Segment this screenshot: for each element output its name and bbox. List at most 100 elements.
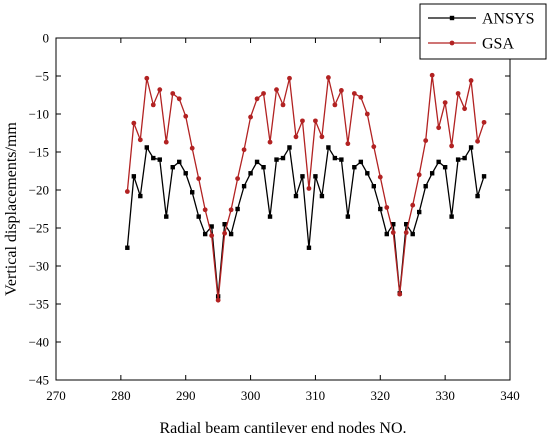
data-point-ansys — [358, 159, 364, 165]
data-point-gsa — [358, 94, 364, 100]
data-point-ansys — [202, 231, 208, 237]
series-line-gsa — [126, 75, 485, 301]
data-point-ansys — [138, 193, 143, 199]
data-point-gsa — [416, 172, 422, 178]
data-point-gsa — [280, 102, 286, 108]
data-point-ansys — [228, 231, 234, 237]
data-point-gsa — [326, 75, 331, 80]
data-point-gsa — [274, 87, 279, 93]
data-point-ansys — [196, 214, 201, 219]
data-point-ansys — [151, 155, 156, 161]
data-point-ansys — [378, 206, 383, 212]
data-point-ansys — [261, 165, 266, 170]
x-tick-label: 320 — [371, 388, 391, 403]
legend-marker-gsa — [449, 40, 455, 46]
data-point-gsa — [183, 113, 189, 119]
data-point-gsa — [377, 174, 383, 180]
data-point-ansys — [326, 145, 331, 150]
data-point-ansys — [339, 157, 344, 162]
data-point-ansys — [209, 224, 214, 229]
series-line-ansys — [126, 145, 485, 297]
y-tick-label: −25 — [29, 221, 49, 236]
series-layer — [124, 72, 487, 303]
data-point-gsa — [332, 102, 338, 108]
data-point-ansys — [190, 190, 195, 195]
y-tick-label: −45 — [29, 373, 49, 388]
data-point-gsa — [202, 207, 208, 213]
series-ansys — [125, 145, 487, 299]
data-point-ansys — [248, 171, 253, 176]
data-point-ansys — [241, 184, 247, 189]
data-point-ansys — [125, 245, 130, 250]
data-point-ansys — [319, 193, 325, 199]
data-point-ansys — [235, 206, 240, 212]
x-tick-label: 270 — [46, 388, 66, 403]
data-point-gsa — [144, 75, 150, 81]
legend-label-gsa: GSA — [482, 36, 514, 53]
data-point-ansys — [287, 145, 292, 150]
data-point-ansys — [254, 159, 260, 165]
y-tick-label: −40 — [29, 335, 49, 350]
data-point-gsa — [267, 139, 273, 145]
data-point-ansys — [157, 157, 162, 162]
data-point-gsa — [254, 96, 260, 102]
data-point-ansys — [481, 174, 487, 179]
y-axis-title: Vertical displacements/mm — [3, 122, 20, 296]
data-point-gsa — [442, 100, 448, 105]
data-point-gsa — [131, 120, 137, 126]
data-point-gsa — [319, 134, 325, 140]
data-point-gsa — [455, 91, 461, 96]
y-tick-label: −15 — [29, 145, 49, 160]
data-point-ansys — [293, 193, 299, 199]
data-point-gsa — [170, 91, 176, 96]
data-point-gsa — [209, 233, 215, 239]
data-point-ansys — [280, 155, 286, 161]
data-point-gsa — [235, 176, 241, 182]
data-point-gsa — [345, 141, 351, 147]
data-point-gsa — [436, 125, 442, 131]
data-point-gsa — [228, 207, 234, 213]
data-point-ansys — [410, 231, 415, 237]
data-point-gsa — [397, 291, 403, 297]
x-tick-label: 340 — [500, 388, 520, 403]
data-point-gsa — [462, 106, 467, 112]
data-point-ansys — [267, 214, 273, 219]
data-point-gsa — [449, 143, 455, 149]
data-point-gsa — [150, 102, 156, 108]
x-axis-title: Radial beam cantilever end nodes NO. — [159, 420, 406, 437]
data-point-gsa — [429, 72, 435, 78]
x-tick-label: 290 — [176, 388, 196, 403]
data-point-gsa — [293, 134, 299, 140]
data-point-gsa — [313, 118, 318, 124]
data-point-ansys — [462, 155, 467, 161]
data-point-ansys — [404, 222, 409, 227]
data-point-gsa — [410, 202, 416, 208]
x-tick-label: 300 — [241, 388, 261, 403]
data-point-gsa — [306, 186, 312, 191]
data-point-gsa — [384, 205, 390, 210]
data-point-gsa — [248, 114, 253, 120]
data-point-gsa — [261, 91, 266, 96]
data-point-ansys — [384, 231, 389, 237]
legend-label-ansys: ANSYS — [482, 11, 534, 28]
data-point-gsa — [241, 147, 247, 153]
data-point-gsa — [300, 118, 305, 124]
data-point-ansys — [170, 165, 175, 170]
data-point-ansys — [313, 174, 318, 179]
data-point-gsa — [371, 144, 377, 150]
y-tick-label: −30 — [29, 259, 49, 274]
data-point-ansys — [371, 184, 376, 189]
data-point-gsa — [287, 75, 292, 81]
data-point-ansys — [300, 174, 305, 179]
data-point-gsa — [137, 137, 143, 143]
data-point-ansys — [423, 184, 428, 189]
data-point-gsa — [403, 230, 409, 235]
data-point-ansys — [391, 222, 396, 227]
data-point-gsa — [189, 145, 195, 151]
data-point-ansys — [365, 171, 370, 176]
series-gsa — [124, 72, 487, 303]
data-point-ansys — [455, 157, 461, 162]
y-tick-label: −5 — [35, 69, 49, 84]
data-point-gsa — [196, 176, 202, 182]
